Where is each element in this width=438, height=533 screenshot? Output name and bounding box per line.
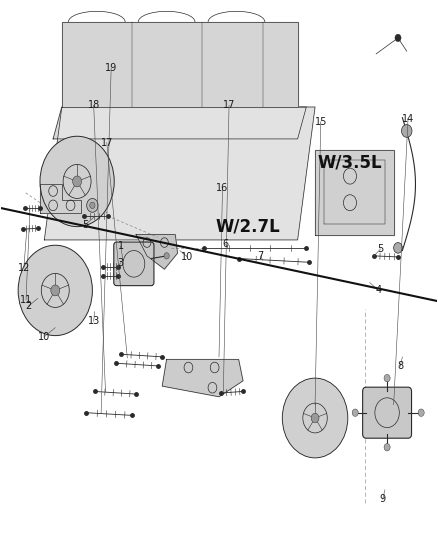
Circle shape [395, 34, 401, 42]
Circle shape [164, 253, 169, 259]
Text: 13: 13 [88, 316, 100, 326]
Text: W/3.5L: W/3.5L [318, 154, 382, 172]
Polygon shape [315, 150, 394, 235]
Text: 1: 1 [118, 241, 124, 251]
Text: 17: 17 [101, 138, 113, 148]
Circle shape [73, 176, 81, 187]
Text: 14: 14 [402, 114, 414, 124]
Circle shape [51, 285, 60, 296]
FancyBboxPatch shape [363, 387, 412, 438]
Text: 4: 4 [375, 286, 381, 295]
Text: 7: 7 [258, 251, 264, 261]
Text: 10: 10 [181, 252, 194, 262]
Circle shape [303, 403, 327, 433]
Text: 12: 12 [18, 263, 30, 273]
Circle shape [87, 198, 98, 212]
Polygon shape [136, 235, 177, 269]
FancyBboxPatch shape [114, 242, 154, 286]
Circle shape [311, 413, 319, 423]
Circle shape [418, 409, 424, 416]
Text: W/2.7L: W/2.7L [215, 217, 280, 236]
Circle shape [384, 443, 390, 451]
Text: 10: 10 [38, 332, 50, 342]
Text: 17: 17 [223, 100, 235, 110]
Text: 18: 18 [88, 100, 100, 110]
Text: 3: 3 [118, 258, 124, 268]
Text: 2: 2 [25, 301, 32, 311]
Text: 6: 6 [223, 239, 229, 249]
Circle shape [402, 125, 412, 138]
Text: 11: 11 [20, 295, 32, 305]
Circle shape [40, 136, 114, 227]
Text: 5: 5 [82, 220, 88, 230]
Polygon shape [62, 22, 297, 107]
Polygon shape [44, 107, 315, 240]
Circle shape [394, 243, 403, 253]
Circle shape [63, 165, 91, 198]
Circle shape [283, 378, 348, 458]
Circle shape [18, 245, 92, 336]
Text: 8: 8 [397, 361, 403, 372]
Text: 16: 16 [216, 183, 229, 193]
Polygon shape [40, 184, 81, 213]
Circle shape [352, 409, 358, 416]
Circle shape [90, 202, 95, 208]
Polygon shape [162, 360, 243, 397]
Circle shape [384, 374, 390, 382]
Polygon shape [53, 107, 306, 139]
Text: 5: 5 [378, 244, 384, 254]
Text: 9: 9 [380, 494, 386, 504]
Text: 19: 19 [105, 63, 117, 73]
Circle shape [41, 273, 69, 308]
Text: 15: 15 [314, 117, 327, 127]
